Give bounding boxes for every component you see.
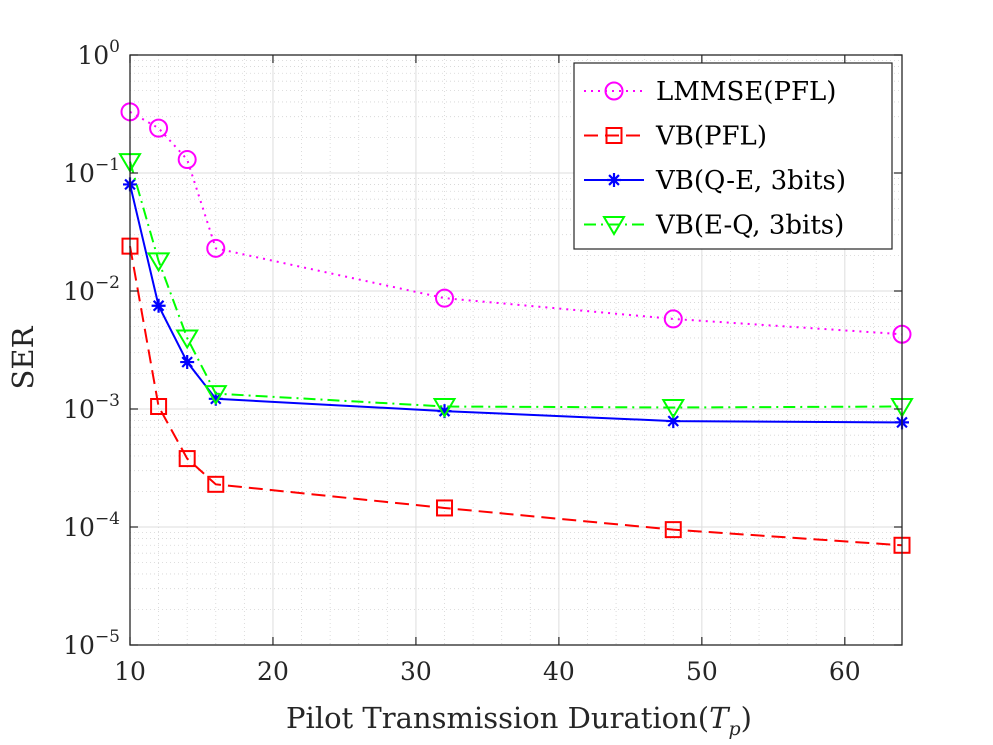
data-point [151, 298, 166, 313]
legend-label: VB(PFL) [655, 122, 767, 152]
y-tick-label: 10−4 [63, 509, 120, 542]
tick-marks [129, 54, 902, 646]
x-tick-label: 20 [257, 657, 289, 686]
data-point [149, 118, 169, 138]
data-point [208, 391, 223, 406]
y-tick-labels: 10−5 10−4 10−3 10−2 10−1 100 [63, 37, 120, 660]
x-tick-label: 30 [400, 657, 432, 686]
x-tick-label: 10 [114, 657, 146, 686]
legend-marker [605, 127, 623, 144]
series-line [129, 245, 903, 547]
x-tick-label: 60 [829, 657, 861, 686]
legend-marker [607, 173, 621, 187]
data-point [437, 404, 452, 419]
legend-box [573, 62, 893, 250]
data-point [432, 397, 457, 418]
data-point [177, 150, 197, 170]
data-point [175, 329, 199, 350]
legend-label: VB(Q-E, 3bits) [655, 166, 846, 196]
axes-box [129, 54, 903, 646]
y-tick-label: 10−5 [63, 627, 120, 660]
data-point [204, 385, 228, 406]
legend-label: VB(E-Q, 3bits) [655, 211, 844, 241]
x-axis-label: Pilot Transmission Duration(Tp) [286, 701, 752, 740]
legend-marker [602, 216, 626, 236]
data-point [178, 450, 196, 468]
data-point [150, 397, 168, 415]
y-tick-label: 10−1 [63, 155, 120, 188]
legend-label: LMMSE(PFL) [656, 77, 836, 107]
legend: LMMSE(PFL) VB(PFL) VB(Q-E, 3bits) VB(E-Q, 3… [573, 62, 893, 250]
data-point [664, 521, 682, 539]
y-tick-label: 10−2 [63, 273, 120, 306]
series-line [129, 110, 903, 336]
y-axis-label: SER [6, 325, 40, 389]
legend-entry: VB(E-Q, 3bits) [584, 211, 844, 241]
y-tick-label: 100 [77, 37, 120, 70]
legend-entry: VB(PFL) [584, 122, 767, 152]
x-tick-label: 40 [543, 657, 575, 686]
data-point [207, 475, 225, 493]
data-point [206, 238, 226, 258]
x-tick-labels: 10 20 30 40 50 60 [114, 657, 861, 686]
data-point [435, 288, 455, 308]
legend-marker [604, 81, 624, 101]
x-tick-label: 50 [686, 657, 718, 686]
data-point [180, 355, 195, 370]
data-point [146, 252, 171, 273]
series-3 [118, 153, 914, 419]
legend-entry: LMMSE(PFL) [584, 77, 836, 107]
legend-entry: VB(Q-E, 3bits) [584, 166, 846, 196]
data-point [661, 398, 686, 419]
data-point [663, 309, 683, 329]
data-point [666, 414, 681, 429]
y-tick-label: 10−3 [63, 391, 120, 424]
data-point [436, 499, 454, 517]
series-line [129, 161, 903, 409]
